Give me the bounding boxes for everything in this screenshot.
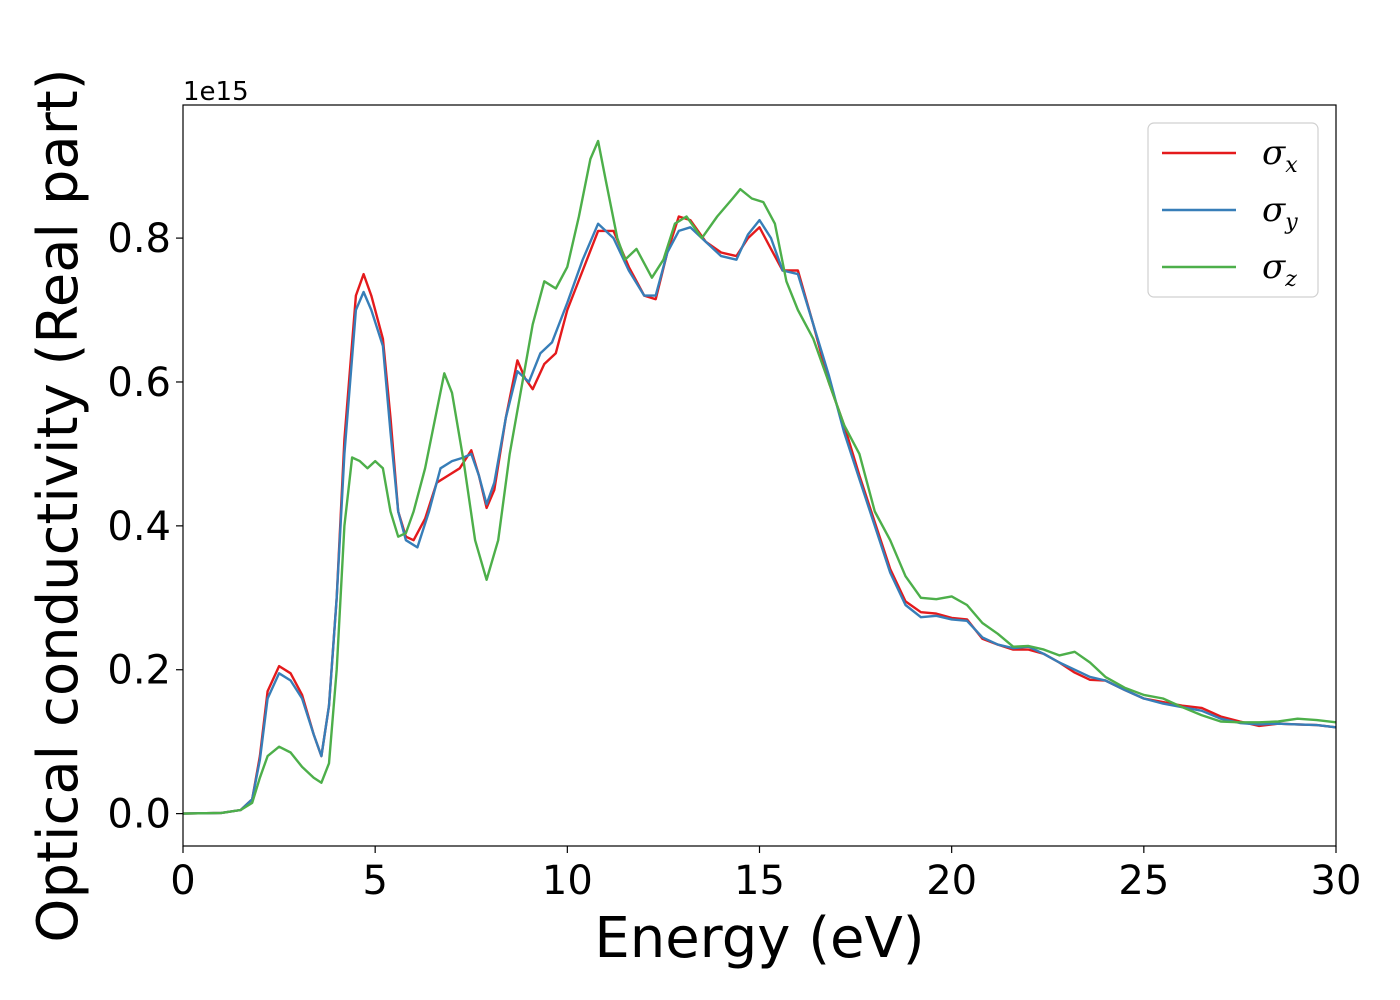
x-axis-ticks: 0 5 10 15 20 25 30 <box>170 846 1361 904</box>
legend-label-x: σx <box>1262 133 1298 178</box>
y-tick-label: 0.4 <box>107 504 171 550</box>
plot-frame <box>182 104 1337 847</box>
x-axis-title: Energy (eV) <box>594 906 924 971</box>
y-axis-ticks: 0.0 0.2 0.4 0.6 0.8 <box>107 216 183 838</box>
x-tick-label: 20 <box>926 858 977 904</box>
x-tick-label: 10 <box>542 858 593 904</box>
x-tick-label: 5 <box>362 858 387 904</box>
y-offset-label: 1e15 <box>183 77 249 107</box>
y-tick-label: 0.2 <box>107 648 171 694</box>
y-tick-label: 0.8 <box>107 216 171 262</box>
x-tick-label: 30 <box>1311 858 1362 904</box>
y-tick-label: 0.0 <box>107 792 171 838</box>
legend-label-y: σy <box>1262 190 1298 235</box>
x-tick-label: 0 <box>170 858 195 904</box>
x-tick-label: 25 <box>1118 858 1169 904</box>
y-tick-label: 0.6 <box>107 360 171 406</box>
series-line-z <box>182 139 1337 815</box>
series-lines <box>182 139 1337 815</box>
y-axis-title: Optical conductivity (Real part) <box>26 68 91 942</box>
series-line-x <box>182 215 1337 815</box>
x-tick-label: 15 <box>734 858 785 904</box>
series-line-y <box>182 218 1337 815</box>
